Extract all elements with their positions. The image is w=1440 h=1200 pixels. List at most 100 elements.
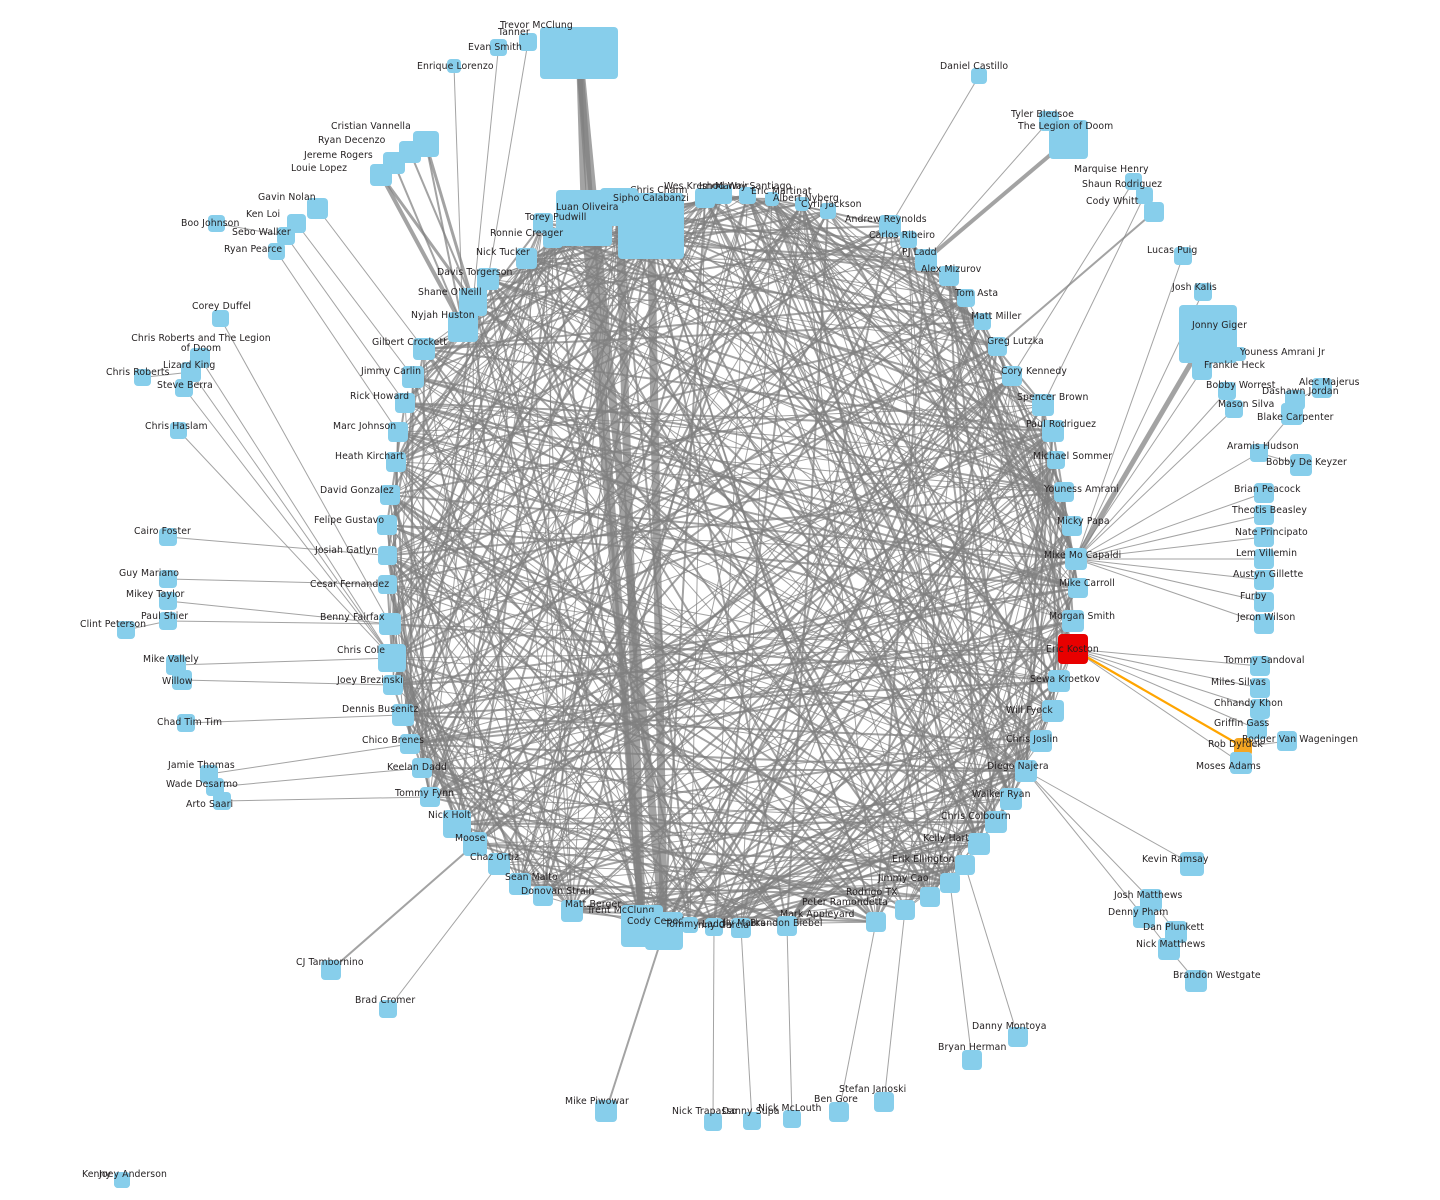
graph-node[interactable] bbox=[556, 190, 612, 246]
graph-node[interactable] bbox=[820, 203, 836, 219]
graph-node[interactable] bbox=[705, 918, 723, 936]
graph-node[interactable] bbox=[519, 33, 537, 51]
graph-node[interactable] bbox=[879, 215, 901, 237]
graph-node[interactable] bbox=[477, 268, 499, 290]
graph-node[interactable] bbox=[1254, 592, 1274, 612]
graph-node[interactable] bbox=[900, 231, 917, 248]
graph-node[interactable] bbox=[177, 714, 195, 732]
graph-node[interactable] bbox=[1158, 938, 1180, 960]
graph-node[interactable] bbox=[509, 873, 531, 895]
graph-node[interactable] bbox=[988, 337, 1007, 356]
graph-node[interactable] bbox=[459, 288, 487, 316]
graph-node[interactable] bbox=[1247, 719, 1267, 739]
graph-node[interactable] bbox=[866, 912, 886, 932]
graph-node[interactable] bbox=[213, 792, 231, 810]
graph-node[interactable] bbox=[1254, 549, 1274, 569]
graph-node[interactable] bbox=[413, 338, 435, 360]
graph-node[interactable] bbox=[895, 900, 915, 920]
graph-node[interactable] bbox=[1180, 852, 1204, 876]
graph-node[interactable] bbox=[1062, 610, 1084, 632]
graph-node[interactable] bbox=[1049, 120, 1088, 159]
graph-node[interactable] bbox=[1230, 752, 1252, 774]
graph-node[interactable] bbox=[1218, 382, 1236, 400]
graph-node[interactable] bbox=[392, 704, 414, 726]
graph-node[interactable] bbox=[1254, 505, 1274, 525]
graph-node[interactable] bbox=[400, 734, 420, 754]
graph-node[interactable] bbox=[379, 613, 401, 635]
graph-node[interactable] bbox=[1015, 760, 1037, 782]
graph-node[interactable] bbox=[1254, 527, 1274, 547]
graph-node[interactable] bbox=[1232, 347, 1246, 361]
graph-node[interactable] bbox=[181, 362, 201, 382]
graph-node[interactable] bbox=[595, 1100, 617, 1122]
graph-node[interactable] bbox=[1277, 731, 1297, 751]
graph-node[interactable] bbox=[940, 873, 960, 893]
graph-node[interactable] bbox=[543, 228, 563, 248]
graph-node[interactable] bbox=[765, 192, 779, 206]
graph-node[interactable] bbox=[1042, 420, 1064, 442]
graph-node[interactable] bbox=[1125, 173, 1142, 190]
graph-node[interactable] bbox=[540, 27, 618, 79]
graph-node[interactable] bbox=[488, 853, 510, 875]
graph-node[interactable] bbox=[1042, 700, 1064, 722]
graph-node[interactable] bbox=[915, 249, 937, 271]
graph-node[interactable] bbox=[743, 1112, 761, 1130]
graph-node[interactable] bbox=[1008, 1027, 1028, 1047]
graph-node[interactable] bbox=[395, 393, 415, 413]
graph-node[interactable] bbox=[159, 570, 177, 588]
graph-node[interactable] bbox=[1002, 366, 1022, 386]
graph-node[interactable] bbox=[682, 917, 698, 933]
graph-node[interactable] bbox=[1048, 670, 1070, 692]
graph-node[interactable] bbox=[1250, 699, 1270, 719]
graph-node[interactable] bbox=[561, 900, 583, 922]
graph-node[interactable] bbox=[380, 485, 400, 505]
graph-node[interactable] bbox=[1250, 444, 1268, 462]
graph-node[interactable] bbox=[968, 833, 990, 855]
graph-node[interactable] bbox=[533, 886, 553, 906]
graph-node[interactable] bbox=[1144, 202, 1164, 222]
graph-node[interactable] bbox=[1062, 516, 1082, 536]
graph-node[interactable] bbox=[974, 313, 991, 330]
graph-node[interactable] bbox=[370, 164, 392, 186]
graph-node[interactable] bbox=[159, 592, 177, 610]
graph-node[interactable] bbox=[783, 1110, 801, 1128]
graph-node[interactable] bbox=[1254, 614, 1274, 634]
graph-node[interactable] bbox=[1054, 482, 1074, 502]
graph-node[interactable] bbox=[1047, 451, 1065, 469]
graph-node[interactable] bbox=[212, 310, 229, 327]
graph-node[interactable] bbox=[1030, 730, 1052, 752]
graph-node[interactable] bbox=[208, 215, 225, 232]
graph-node[interactable] bbox=[795, 197, 809, 211]
graph-node[interactable] bbox=[117, 621, 135, 639]
graph-node[interactable] bbox=[777, 916, 797, 936]
graph-node[interactable] bbox=[1254, 483, 1274, 503]
graph-node[interactable] bbox=[1194, 283, 1212, 301]
graph-node[interactable] bbox=[1254, 570, 1274, 590]
graph-node[interactable] bbox=[1000, 788, 1022, 810]
graph-node[interactable] bbox=[971, 68, 987, 84]
graph-node[interactable] bbox=[490, 39, 507, 56]
graph-node[interactable] bbox=[388, 422, 408, 442]
graph-node[interactable] bbox=[206, 778, 224, 796]
graph-node[interactable] bbox=[1174, 247, 1192, 265]
graph-node[interactable] bbox=[1032, 394, 1054, 416]
graph-node[interactable] bbox=[874, 1092, 894, 1112]
graph-node[interactable] bbox=[386, 452, 406, 472]
graph-node[interactable] bbox=[175, 379, 193, 397]
graph-node[interactable] bbox=[1281, 403, 1303, 425]
graph-node[interactable] bbox=[1192, 360, 1212, 380]
graph-node[interactable] bbox=[172, 670, 192, 690]
graph-node[interactable] bbox=[985, 811, 1007, 833]
graph-node[interactable] bbox=[1185, 970, 1207, 992]
graph-node[interactable] bbox=[1133, 906, 1155, 928]
graph-node[interactable] bbox=[307, 198, 328, 219]
graph-node[interactable] bbox=[378, 546, 397, 565]
graph-node[interactable] bbox=[1140, 889, 1162, 911]
graph-node[interactable] bbox=[1234, 738, 1252, 756]
graph-node[interactable] bbox=[463, 832, 487, 856]
graph-node[interactable] bbox=[829, 1102, 849, 1122]
graph-node[interactable] bbox=[379, 1000, 397, 1018]
graph-node[interactable] bbox=[420, 787, 440, 807]
graph-node[interactable] bbox=[1165, 921, 1187, 943]
graph-node[interactable] bbox=[114, 1172, 130, 1188]
